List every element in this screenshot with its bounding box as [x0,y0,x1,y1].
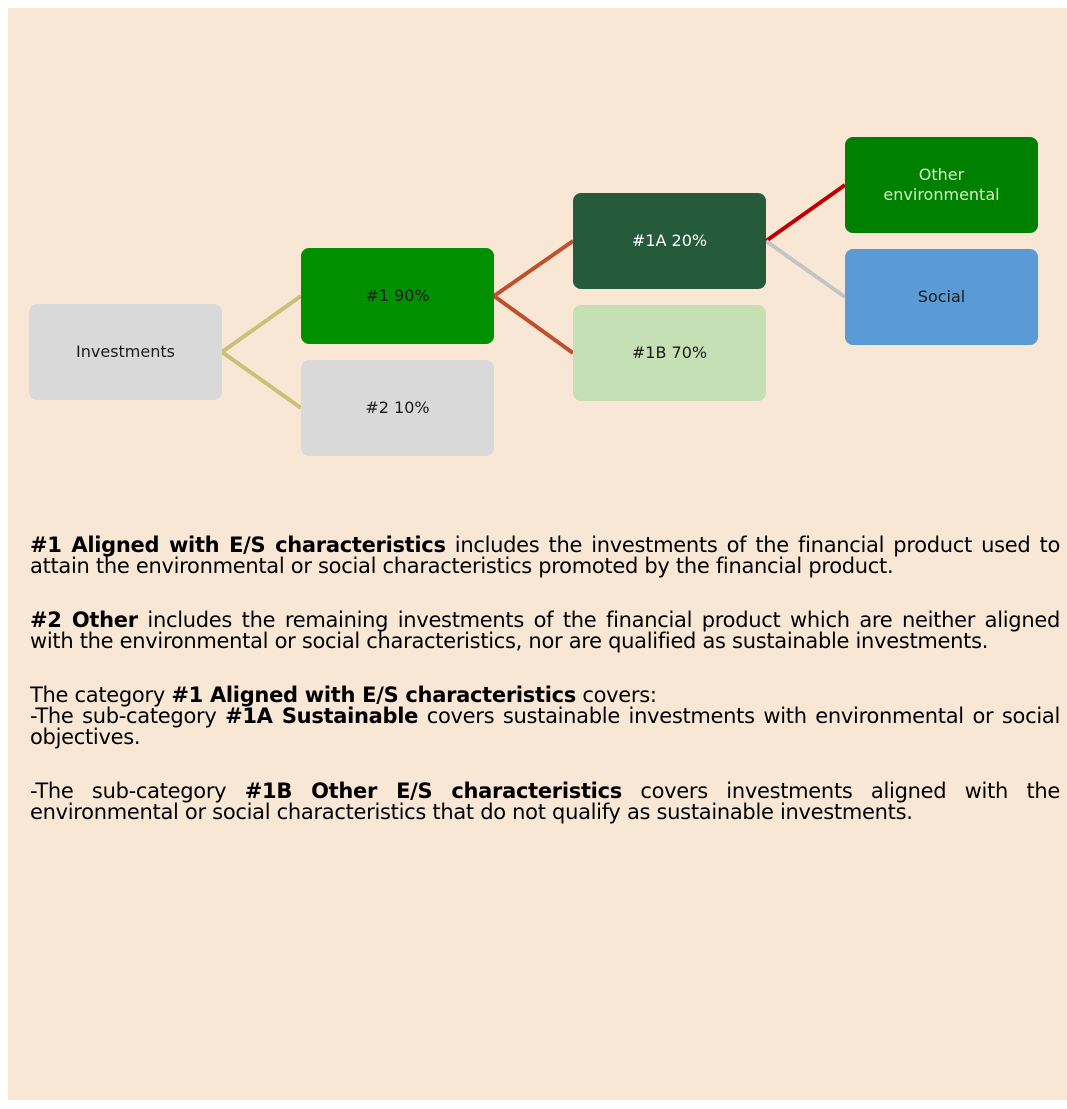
paragraph: -The sub-category #1A Sustainable covers… [30,706,1060,748]
bold-text: #1 Aligned with E/S characteristics [30,533,446,557]
node: Social [845,249,1038,345]
node: Investments [29,304,222,400]
paragraph: #1 Aligned with E/S characteristics incl… [30,535,1060,577]
node: #1B 70% [573,305,766,401]
text: covers investments aligned with the envi… [30,779,1061,824]
connector [764,183,847,243]
node: #1A 20% [573,193,766,289]
text: covers sustainable investments with envi… [30,704,1060,749]
node: Other environmental [845,137,1038,233]
text: -The sub-category [30,779,245,803]
connectors [218,183,847,410]
connector [218,294,303,410]
text: includes the investments of the financia… [30,533,1060,578]
connector [490,239,575,355]
node: #1 90% [301,248,494,344]
bold-text: #1A Sustainable [225,704,419,728]
text: The category [30,683,172,707]
text: includes the remaining investments of th… [30,608,1060,653]
bold-text: #1B Other E/S characteristics [244,779,623,803]
bold-text: #1 Aligned with E/S characteristics [171,683,576,707]
bold-text: #2 Other [30,608,138,632]
connector [764,239,847,299]
paragraph: The category #1 Aligned with E/S charact… [30,685,1060,706]
text: -The sub-category [30,704,226,728]
description: #1 Aligned with E/S characteristics incl… [30,535,1060,856]
paragraph: #2 Other includes the remaining investme… [30,610,1060,652]
node: #2 10% [301,360,494,456]
text: covers: [575,683,657,707]
paragraph: -The sub-category #1B Other E/S characte… [30,781,1060,823]
